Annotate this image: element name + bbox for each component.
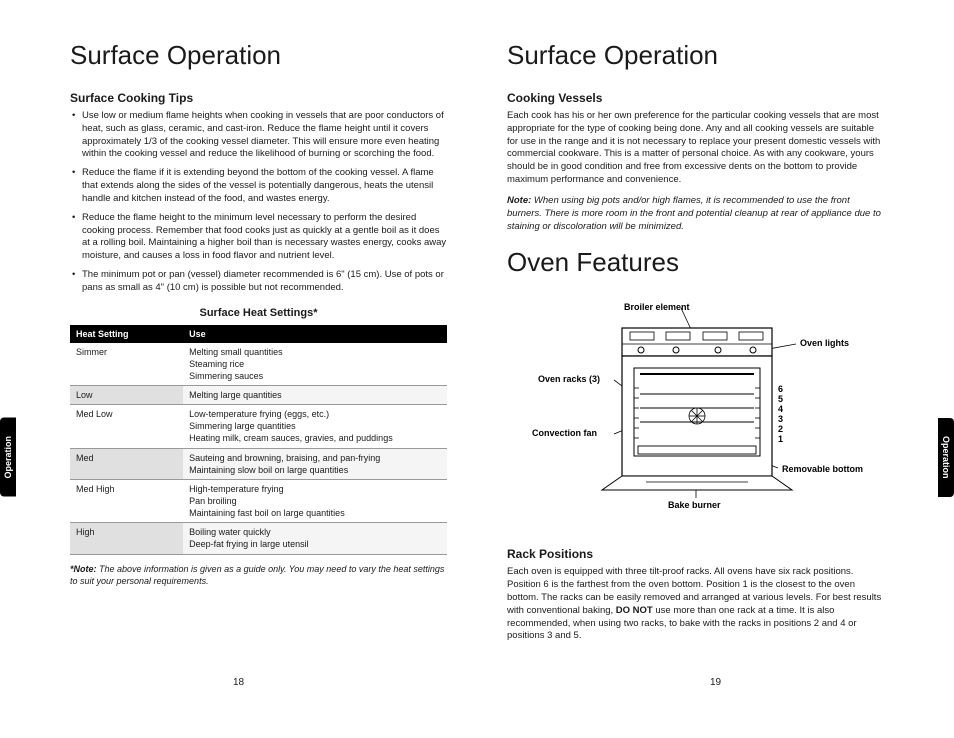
svg-text:3: 3 [778, 414, 783, 424]
page-number: 19 [710, 677, 721, 688]
list-item: Reduce the flame height to the minimum l… [70, 212, 447, 263]
table-header: Heat Setting [70, 325, 183, 343]
note-label: Note: [507, 195, 531, 206]
svg-text:2: 2 [778, 424, 783, 434]
section-heading-vessels: Cooking Vessels [507, 91, 884, 105]
table-cell: High-temperature fryingPan broilingMaint… [183, 479, 447, 522]
spread: Surface Operation Surface Cooking Tips U… [0, 0, 954, 738]
svg-text:Oven lights: Oven lights [800, 338, 849, 348]
vessel-note: Note: When using big pots and/or high fl… [507, 195, 884, 233]
table-cell: Low [70, 385, 183, 404]
body-text: Each oven is equipped with three tilt-pr… [507, 566, 884, 643]
section-heading-rack: Rack Positions [507, 547, 884, 561]
svg-text:Convection fan: Convection fan [532, 428, 597, 438]
note-text: The above information is given as a guid… [70, 564, 444, 586]
svg-text:Oven racks (3): Oven racks (3) [538, 374, 600, 384]
page-title: Surface Operation [70, 40, 447, 71]
table-cell: Med Low [70, 405, 183, 448]
table-cell: Melting small quantitiesSteaming riceSim… [183, 343, 447, 386]
page-title: Surface Operation [507, 40, 884, 71]
body-text: Each cook has his or her own preference … [507, 110, 884, 187]
oven-diagram: Broiler element Oven lights Oven racks (… [526, 298, 866, 533]
page-number: 18 [233, 677, 244, 688]
svg-text:6: 6 [778, 384, 783, 394]
svg-text:1: 1 [778, 434, 783, 444]
table-cell: Sauteing and browning, braising, and pan… [183, 448, 447, 479]
page-left: Surface Operation Surface Cooking Tips U… [0, 40, 477, 708]
table-cell: Low-temperature frying (eggs, etc.)Simme… [183, 405, 447, 448]
tips-list: Use low or medium flame heights when coo… [70, 110, 447, 295]
svg-text:4: 4 [778, 404, 783, 414]
table-cell: Melting large quantities [183, 385, 447, 404]
page-right: Surface Operation Cooking Vessels Each c… [477, 40, 954, 708]
table-cell: Med [70, 448, 183, 479]
svg-text:Bake burner: Bake burner [668, 500, 721, 510]
table-cell: High [70, 523, 183, 554]
list-item: Reduce the flame if it is extending beyo… [70, 167, 447, 205]
table-cell: Boiling water quicklyDeep-fat frying in … [183, 523, 447, 554]
page-title: Oven Features [507, 247, 884, 278]
section-heading-tips: Surface Cooking Tips [70, 91, 447, 105]
table-note: *Note: The above information is given as… [70, 563, 447, 587]
rack-bold: DO NOT [616, 605, 653, 616]
table-header: Use [183, 325, 447, 343]
table-title: Surface Heat Settings* [70, 307, 447, 319]
heat-settings-table: Heat Setting Use SimmerMelting small qua… [70, 325, 447, 555]
svg-text:Broiler element: Broiler element [624, 302, 690, 312]
table-cell: Simmer [70, 343, 183, 386]
list-item: The minimum pot or pan (vessel) diameter… [70, 269, 447, 295]
note-text: When using big pots and/or high flames, … [507, 195, 881, 232]
list-item: Use low or medium flame heights when coo… [70, 110, 447, 161]
table-cell: Med High [70, 479, 183, 522]
note-label: *Note: [70, 564, 97, 574]
svg-text:Removable bottom: Removable bottom [782, 464, 863, 474]
svg-text:5: 5 [778, 394, 783, 404]
